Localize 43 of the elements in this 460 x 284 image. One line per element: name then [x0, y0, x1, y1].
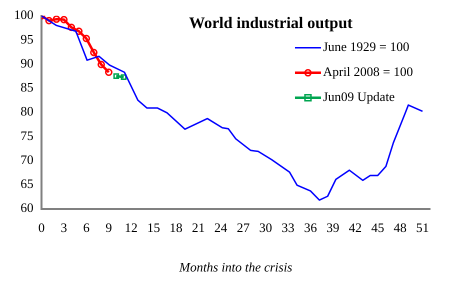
point [113, 73, 120, 79]
point [68, 24, 76, 32]
x-tick-label: 36 [304, 220, 318, 236]
point [120, 74, 127, 80]
point [45, 16, 53, 24]
point [104, 68, 112, 76]
x-axis-title: Months into the crisis [178, 260, 292, 275]
y-tick-label: 100 [14, 7, 34, 22]
y-tick-label: 85 [20, 80, 34, 95]
y-tick-label: 80 [20, 104, 34, 119]
point [90, 48, 98, 56]
x-tick-label: 3 [60, 220, 68, 236]
x-tick-label: 30 [259, 220, 272, 236]
x-tick-label: 51 [416, 220, 430, 236]
x-tick-label: 42 [348, 220, 362, 236]
y-tick-label: 95 [20, 31, 34, 46]
x-tick-label: 18 [169, 220, 182, 236]
x-tick-label: 15 [147, 220, 160, 236]
legend-label: April 2008 = 100 [322, 64, 414, 80]
point [75, 27, 83, 35]
x-tick-label: 6 [83, 220, 90, 236]
point [98, 60, 106, 68]
legend-label: Jun09 Update [322, 89, 396, 104]
y-tick-label: 70 [20, 152, 34, 167]
x-tick-label: 24 [214, 220, 228, 236]
point [82, 34, 90, 42]
point [52, 16, 60, 23]
legend-label: June 1929 = 100 [322, 39, 410, 54]
x-tick-label: 39 [326, 220, 340, 236]
y-tick-label: 60 [20, 200, 34, 216]
x-tick-label: 27 [236, 220, 250, 236]
x-tick-label: 45 [371, 220, 384, 236]
x-tick-label: 21 [192, 220, 205, 236]
x-tick-label: 9 [105, 220, 112, 236]
x-tick-label: 0 [38, 220, 45, 236]
x-tick-label: 33 [282, 220, 295, 236]
x-tick-label: 12 [124, 220, 138, 236]
x-tick-label: 48 [394, 220, 407, 236]
point [60, 16, 68, 24]
chart-title: World industrial output [188, 14, 354, 32]
y-tick-label: 75 [20, 128, 34, 143]
y-tick-label: 65 [20, 176, 34, 192]
y-tick-label: 90 [20, 55, 34, 70]
